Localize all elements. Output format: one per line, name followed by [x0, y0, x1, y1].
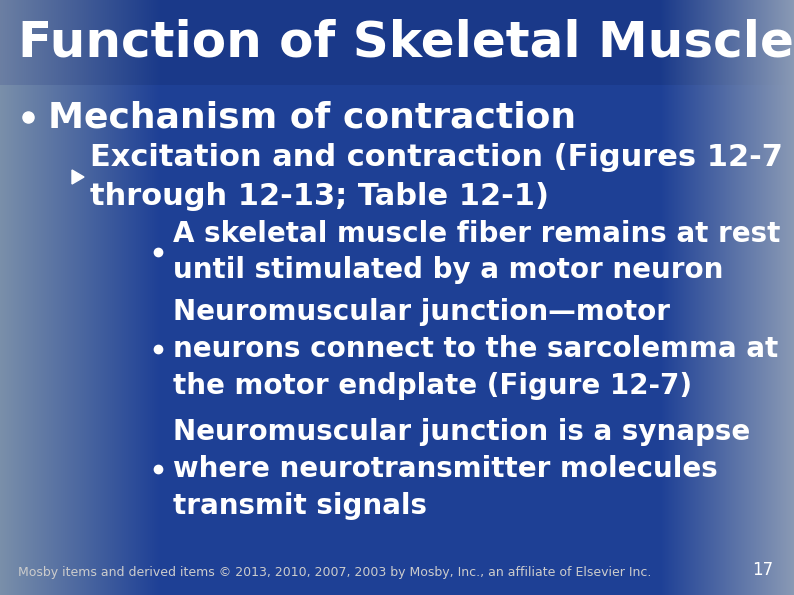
Text: Neuromuscular junction is a synapse
where neurotransmitter molecules
transmit si: Neuromuscular junction is a synapse wher…	[173, 418, 750, 520]
Text: Neuromuscular junction—motor
neurons connect to the sarcolemma at
the motor endp: Neuromuscular junction—motor neurons con…	[173, 298, 778, 400]
Text: Mechanism of contraction: Mechanism of contraction	[48, 100, 576, 134]
Text: Function of Skeletal Muscle Tissue: Function of Skeletal Muscle Tissue	[18, 18, 794, 67]
Text: Mosby items and derived items © 2013, 2010, 2007, 2003 by Mosby, Inc., an affili: Mosby items and derived items © 2013, 20…	[18, 566, 651, 579]
Text: A skeletal muscle fiber remains at rest
until stimulated by a motor neuron: A skeletal muscle fiber remains at rest …	[173, 220, 781, 284]
Polygon shape	[72, 170, 84, 184]
Text: Excitation and contraction (Figures 12-7
through 12-13; Table 12-1): Excitation and contraction (Figures 12-7…	[90, 143, 783, 211]
Text: 17: 17	[752, 561, 773, 579]
